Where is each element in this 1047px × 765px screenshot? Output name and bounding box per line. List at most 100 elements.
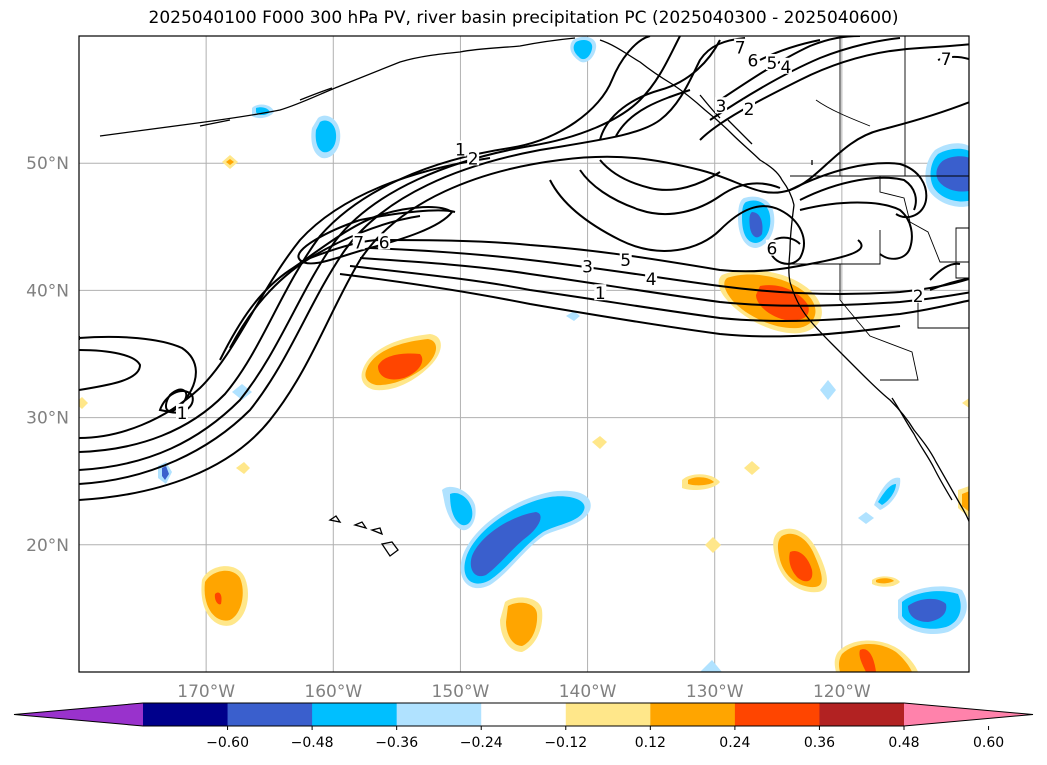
contour-label-bg [645,270,658,287]
precip-blob-small-33 [878,484,896,505]
colorbar-extend-high [904,703,1033,726]
coastlines [99,36,969,557]
contour-label-bg [940,50,953,67]
precip-blob-small-35 [962,491,969,512]
precip-blob-small-39 [236,462,250,474]
precip-blob-small-10 [506,602,538,646]
colorbar-tick-label: −0.24 [460,735,503,751]
precip-blob-small-44 [962,398,969,408]
lon-tick-label: 170°W [177,682,235,702]
precip-blob-small-38 [226,159,234,165]
lon-tick-label: 130°W [686,682,744,702]
contour-label: 4 [646,270,657,290]
contour-label-bg [581,257,594,274]
contour-label: 2 [913,287,924,307]
contour-label: 5 [767,54,778,74]
colorbar-segment [312,703,398,726]
colorbar-tick-label: −0.60 [206,735,249,751]
precip-blob-small-31 [858,512,874,524]
contour-label-bg [619,251,632,268]
precip-blob-small-16 [789,550,813,582]
precip-blob-small-19 [859,649,876,672]
precip-blob-small-26 [876,578,894,584]
precip-blob-small-36 [700,660,722,672]
contour-label: 3 [582,258,593,278]
plot-frame [78,35,970,673]
lon-tick-label: 150°W [432,682,490,702]
precip-blob-small-4 [573,40,593,60]
colorbar-tick-label: −0.12 [544,735,587,751]
contour-label-bg [715,97,728,114]
precip-blob-small-41 [744,461,760,475]
colorbar-tick-label: 0.48 [888,735,919,751]
precip-blob-small-45 [79,397,88,409]
contour-label: 7 [735,39,746,59]
precip-blob-central-pacific [361,334,441,391]
precip-blob-small-30 [820,380,836,400]
colorbar-segment [227,703,313,726]
contour-label-bg [467,149,480,166]
pv-contours [79,36,969,501]
contour-label: 1 [455,140,466,160]
colorbar-tick-label: 0.24 [719,735,750,751]
axis-labels: 170°W 160°W 150°W 140°W 130°W 120°W 50°N 40°N 30… [26,154,871,702]
colorbar-segment [734,703,820,726]
colorbar-tick-label: −0.48 [291,735,334,751]
lat-tick-label: 30°N [26,409,69,429]
contour-label-bg [765,239,778,256]
contour-label: 6 [747,51,758,71]
contour-label: 7 [353,233,364,253]
colorbar-segment [819,703,905,726]
precip-blob-small-29 [232,384,252,400]
contour-label-bg [454,140,467,157]
colorbar-segment [565,703,651,726]
precip-blob-small-2 [315,120,337,153]
precip-blob-small-12 [204,570,243,621]
precip-blob-small-43 [566,311,580,321]
contour-label-bg [912,286,925,303]
colorbar-outline [13,702,1034,727]
precip-blob-british-columbia [925,143,969,207]
lat-tick-label: 20°N [26,536,69,556]
contour-label: 7 [941,50,952,70]
colorbar-segment [481,703,567,726]
precip-blob-small-24 [688,477,714,486]
colorbar-tick-label: 0.12 [635,735,666,751]
colorbar-tick-label: −0.36 [375,735,418,751]
precip-blob-small-22 [908,598,947,622]
colorbar-tick-label: 0.36 [804,735,835,751]
contour-label-bg [734,38,747,55]
colorbar-tick-label: 0.60 [973,735,1004,751]
map-title: 2025040100 F000 300 hPa PV, river basin … [148,8,899,28]
lon-tick-label: 120°W [813,682,871,702]
contour-label: 1 [177,404,188,424]
contour-label: 3 [716,97,727,117]
contour-label: 6 [379,233,390,253]
precip-blob-small-28 [162,466,169,480]
colorbar-segment [396,703,482,726]
colorbar-extend-low [14,703,143,726]
precip-blob-subtropical-negative [460,490,591,589]
colorbar: −0.60 −0.48 −0.36 −0.24 −0.12 0.12 0.24 0.36 0.4… [13,702,1034,751]
contour-label: 2 [744,100,755,120]
lon-tick-label: 140°W [559,682,617,702]
contour-label-bg [378,233,391,250]
precip-blob-california-coast [718,270,822,334]
contour-label: 6 [767,240,778,260]
contour-label-bg [765,53,778,70]
colorbar-segment [650,703,736,726]
precip-blob-small-40 [592,436,607,449]
contour-label-bg [352,233,365,250]
contour-label: 4 [781,58,792,78]
contour-label-bg [175,403,188,420]
colorbar-segment [143,703,229,726]
contour-label-bg [746,51,759,68]
lon-tick-label: 160°W [304,682,362,702]
contour-label: 1 [595,284,606,304]
precip-blob-small-13 [214,592,222,605]
contour-label: 2 [468,149,479,169]
precip-blob-small-18 [838,643,912,672]
contour-label-bg [594,284,607,301]
